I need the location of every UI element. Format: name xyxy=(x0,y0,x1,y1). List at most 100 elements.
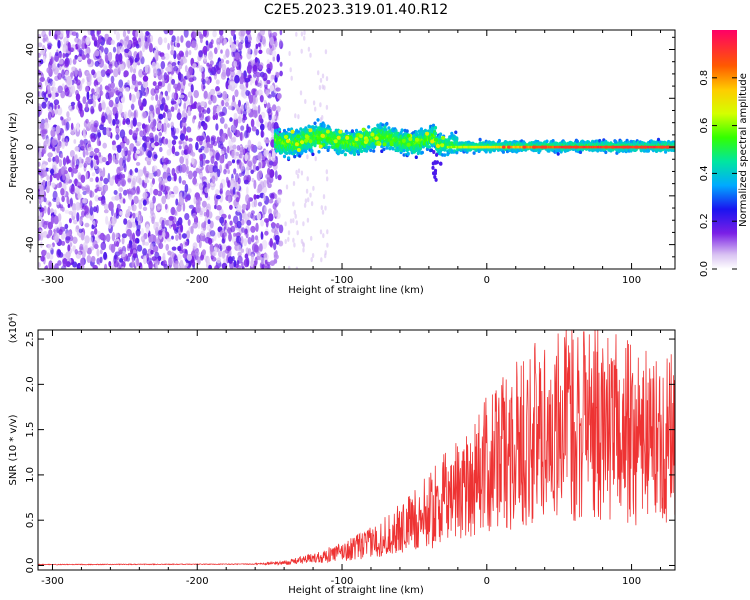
spectrogram-cell xyxy=(193,90,199,99)
spectrogram-cell xyxy=(207,115,211,122)
spectrogram-cell xyxy=(144,40,149,51)
spectrogram-cell xyxy=(99,256,103,264)
spectrogram-cell xyxy=(119,210,123,216)
spectrogram-cell xyxy=(317,70,320,76)
spectrogram-cell xyxy=(164,231,170,240)
spectrogram-cell xyxy=(159,234,162,240)
spectrogram-cell xyxy=(152,178,155,185)
spectrogram-cell xyxy=(161,219,165,230)
spectrogram-cell xyxy=(42,179,46,186)
spectrogram-cell xyxy=(254,235,259,241)
spectrogram-cell xyxy=(239,212,243,222)
spectrogram-cell xyxy=(175,127,180,134)
spectrogram-cell xyxy=(187,170,193,180)
spectrogram-cell xyxy=(210,136,216,145)
spectrogram-cell xyxy=(252,163,257,173)
spectrogram-cell xyxy=(260,129,264,138)
spectrogram-cell xyxy=(136,257,140,267)
spectrogram-cell xyxy=(211,175,216,184)
spectrogram-cell xyxy=(106,72,110,78)
spectrogram-cell xyxy=(260,231,264,240)
spectrogram-cell xyxy=(127,109,132,118)
spectrogram-cell xyxy=(98,152,102,158)
spectrogram-cell xyxy=(271,150,276,159)
spectrogram-cell xyxy=(49,52,52,60)
spectrogram-cell xyxy=(239,131,243,142)
spectrogram-cell xyxy=(233,60,238,68)
spectrogram-cell xyxy=(80,140,86,150)
spectrogram-cell xyxy=(293,242,296,248)
spectrogram-cell xyxy=(209,50,213,58)
spectrogram-cell xyxy=(71,31,77,36)
spectrogram-cell xyxy=(146,125,150,135)
spectrogram-cell xyxy=(175,260,179,265)
spectrogram-cell xyxy=(115,96,119,105)
spectrogram-cell xyxy=(303,202,307,208)
spectrogram-cell xyxy=(51,182,56,188)
spectrogram-cell xyxy=(247,248,252,256)
spectrogram-cell xyxy=(76,212,80,222)
spectrogram-cell xyxy=(250,210,255,215)
spectrogram-cell xyxy=(51,147,56,152)
spectrogram-cell xyxy=(126,189,130,194)
spectrogram-cell xyxy=(165,138,169,145)
spectrogram-cell xyxy=(240,104,245,111)
spectrogram-cell xyxy=(239,146,246,156)
spectrogram-cell xyxy=(325,76,329,82)
spectrogram-cell xyxy=(103,251,108,260)
spectrogram-cell xyxy=(142,206,148,211)
spectrogram-cell xyxy=(130,85,135,90)
spectrogram-cell xyxy=(48,229,52,238)
spectrogram-cell xyxy=(176,53,182,61)
spectrogram-cell xyxy=(132,38,138,45)
spectrogram-cell xyxy=(264,218,270,223)
spectrogram-cell xyxy=(129,65,133,73)
spectrogram-cell xyxy=(345,131,349,135)
spectrogram-cell xyxy=(287,230,291,236)
spectrogram-cell xyxy=(111,232,116,242)
spectrogram-cell xyxy=(264,259,268,264)
spectrogram-cell xyxy=(181,163,187,173)
spectrogram-cell xyxy=(255,90,260,95)
spectrogram-cell xyxy=(246,186,249,195)
spectrogram-cell xyxy=(158,242,164,250)
spectrogram-cell xyxy=(108,155,112,164)
spectrogram-cell xyxy=(103,65,108,72)
spectrogram-cell xyxy=(454,130,458,135)
spectrogram-cell xyxy=(84,235,90,244)
spectrogram-cell xyxy=(270,74,273,83)
spectrogram-cell xyxy=(96,129,101,139)
spectrogram-cell xyxy=(223,54,227,60)
spectrogram-cell xyxy=(240,235,244,245)
spectrogram-cell xyxy=(158,176,162,183)
spectrogram-cell xyxy=(247,144,251,152)
spectrogram-cell xyxy=(156,100,161,107)
spectrogram-cell xyxy=(293,209,296,215)
spectrogram-cell xyxy=(184,65,188,73)
spectrogram-cell xyxy=(99,124,104,131)
spectrogram-cell xyxy=(166,123,170,128)
spectrogram-cell xyxy=(171,35,176,43)
spectrogram-cell xyxy=(41,129,47,134)
spectrogram-cell xyxy=(89,206,94,216)
spectrogram-cell xyxy=(172,223,177,231)
spectrogram-cell xyxy=(131,73,137,82)
spectrogram-cell xyxy=(228,232,232,242)
spectrogram-cell xyxy=(60,90,66,99)
spectrogram-cell xyxy=(47,89,51,95)
spectrogram-cell xyxy=(116,144,122,149)
spectrogram-cell xyxy=(263,262,270,269)
spectrogram-cell xyxy=(278,40,284,50)
spectrogram-cell xyxy=(47,157,52,163)
spectrogram-cell xyxy=(85,102,89,111)
spectrogram-cell xyxy=(74,54,78,60)
spectrogram-cell xyxy=(128,221,133,229)
spectrogram-cell xyxy=(91,33,96,41)
spectrogram-cell xyxy=(43,55,46,64)
spectrogram-cell xyxy=(38,233,41,241)
spectrogram-cell xyxy=(180,224,184,233)
spectrogram-cell xyxy=(282,154,287,159)
spectrogram-cell xyxy=(180,265,185,269)
spectrogram-cell xyxy=(184,196,188,203)
spectrogram-cell xyxy=(127,178,132,183)
